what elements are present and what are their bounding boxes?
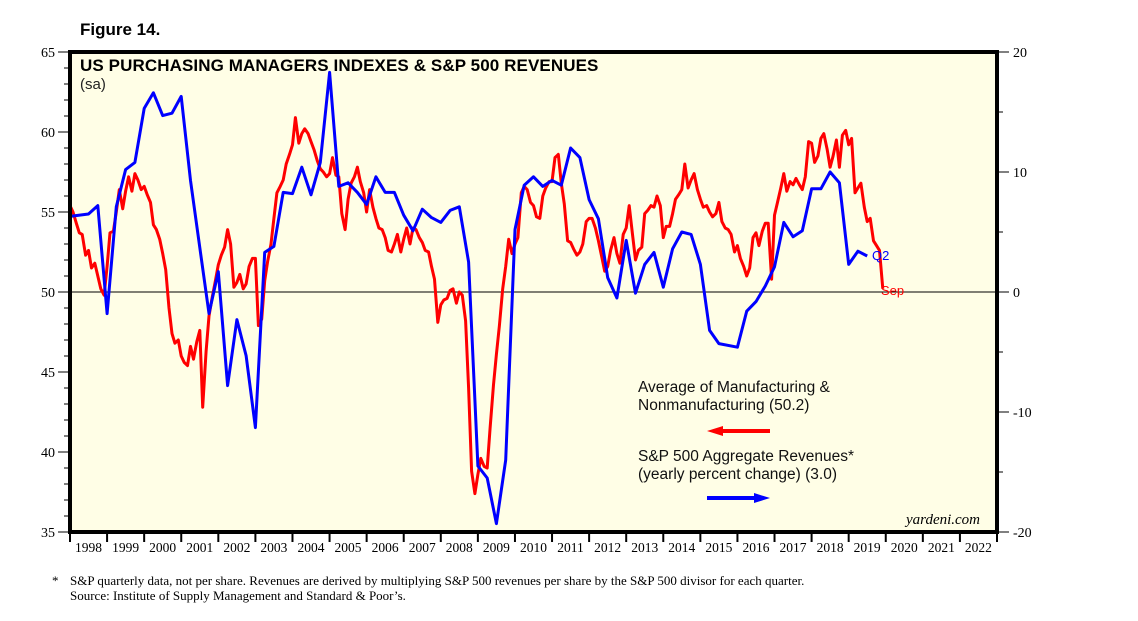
x-axis: 1998 1999 2000 2001 2002 2003 2004 2005 2006 2007…	[69, 532, 998, 555]
legend-arrows	[707, 426, 770, 503]
x-tick-label: 2018	[817, 540, 844, 555]
x-tick-label: 2014	[668, 540, 695, 555]
footnote-marker: *	[52, 573, 59, 588]
legend-red-line2: Nonmanufacturing (50.2)	[638, 397, 810, 414]
x-tick-label: 2001	[186, 540, 213, 555]
right-tick-label: -20	[1013, 526, 1032, 541]
left-tick-label: 45	[41, 366, 55, 381]
right-tick-label: 0	[1013, 286, 1020, 301]
right-axis: -20 -10 0 10 20	[997, 46, 1032, 541]
series-line-pmi	[68, 116, 885, 496]
legend-blue-line2: (yearly percent change) (3.0)	[638, 466, 838, 483]
credit-yardeni: yardeni.com	[906, 512, 981, 528]
left-tick-label: 50	[41, 286, 55, 301]
x-tick-label: 2012	[594, 540, 621, 555]
legend-blue-line1: S&P 500 Aggregate Revenues*	[638, 448, 855, 465]
series-group	[68, 70, 885, 526]
x-tick-label: 2011	[557, 540, 584, 555]
footnote-line1: S&P quarterly data, not per share. Reven…	[70, 573, 805, 588]
x-tick-label: 2022	[965, 540, 992, 555]
right-tick-label: 10	[1013, 166, 1027, 181]
x-tick-label: 2004	[297, 540, 324, 555]
x-tick-label: 2009	[483, 540, 510, 555]
x-tick-label: 2002	[223, 540, 250, 555]
blue-end-label: Q2	[872, 248, 890, 263]
left-tick-label: 55	[41, 206, 55, 221]
x-tick-label: 2021	[928, 540, 955, 555]
x-tick-label: 2015	[705, 540, 732, 555]
right-tick-label: -10	[1013, 406, 1032, 421]
x-tick-label: 2013	[631, 540, 658, 555]
x-tick-label: 2020	[891, 540, 918, 555]
left-tick-label: 65	[41, 46, 55, 61]
figure-label: Figure 14.	[80, 20, 161, 39]
legend-red-line1: Average of Manufacturing &	[638, 379, 830, 396]
left-tick-label: 35	[41, 526, 55, 541]
legend-arrow-blue-head	[754, 493, 770, 503]
plot-frame	[68, 50, 999, 534]
x-tick-label: 2007	[409, 540, 436, 555]
footnote: * S&P quarterly data, not per share. Reve…	[52, 573, 804, 603]
left-tick-label: 60	[41, 126, 55, 141]
x-tick-label: 2016	[742, 540, 769, 555]
right-tick-label: 20	[1013, 46, 1027, 61]
x-tick-label: 2005	[335, 540, 362, 555]
x-tick-label: 1998	[75, 540, 102, 555]
x-tick-label: 2006	[372, 540, 399, 555]
x-tick-label: 2017	[780, 540, 807, 555]
x-tick-label: 2019	[854, 540, 881, 555]
left-tick-label: 40	[41, 446, 55, 461]
red-end-label: Sep	[881, 283, 905, 298]
footnote-line2: Source: Institute of Supply Management a…	[70, 588, 406, 603]
left-axis: 35 40 45 50 55 60 65	[41, 46, 70, 541]
legend-arrow-red-head	[707, 426, 723, 436]
x-tick-label: 2008	[446, 540, 473, 555]
x-tick-label: 2010	[520, 540, 547, 555]
chart-subtitle: (sa)	[80, 76, 106, 93]
x-tick-label: 2003	[260, 540, 287, 555]
x-tick-label: 2000	[149, 540, 176, 555]
x-tick-label: 1999	[112, 540, 139, 555]
legend-red: Average of Manufacturing & Nonmanufactur…	[638, 379, 830, 415]
chart-title: US PURCHASING MANAGERS INDEXES & S&P 500…	[80, 56, 599, 75]
legend-blue: S&P 500 Aggregate Revenues* (yearly perc…	[638, 448, 854, 484]
